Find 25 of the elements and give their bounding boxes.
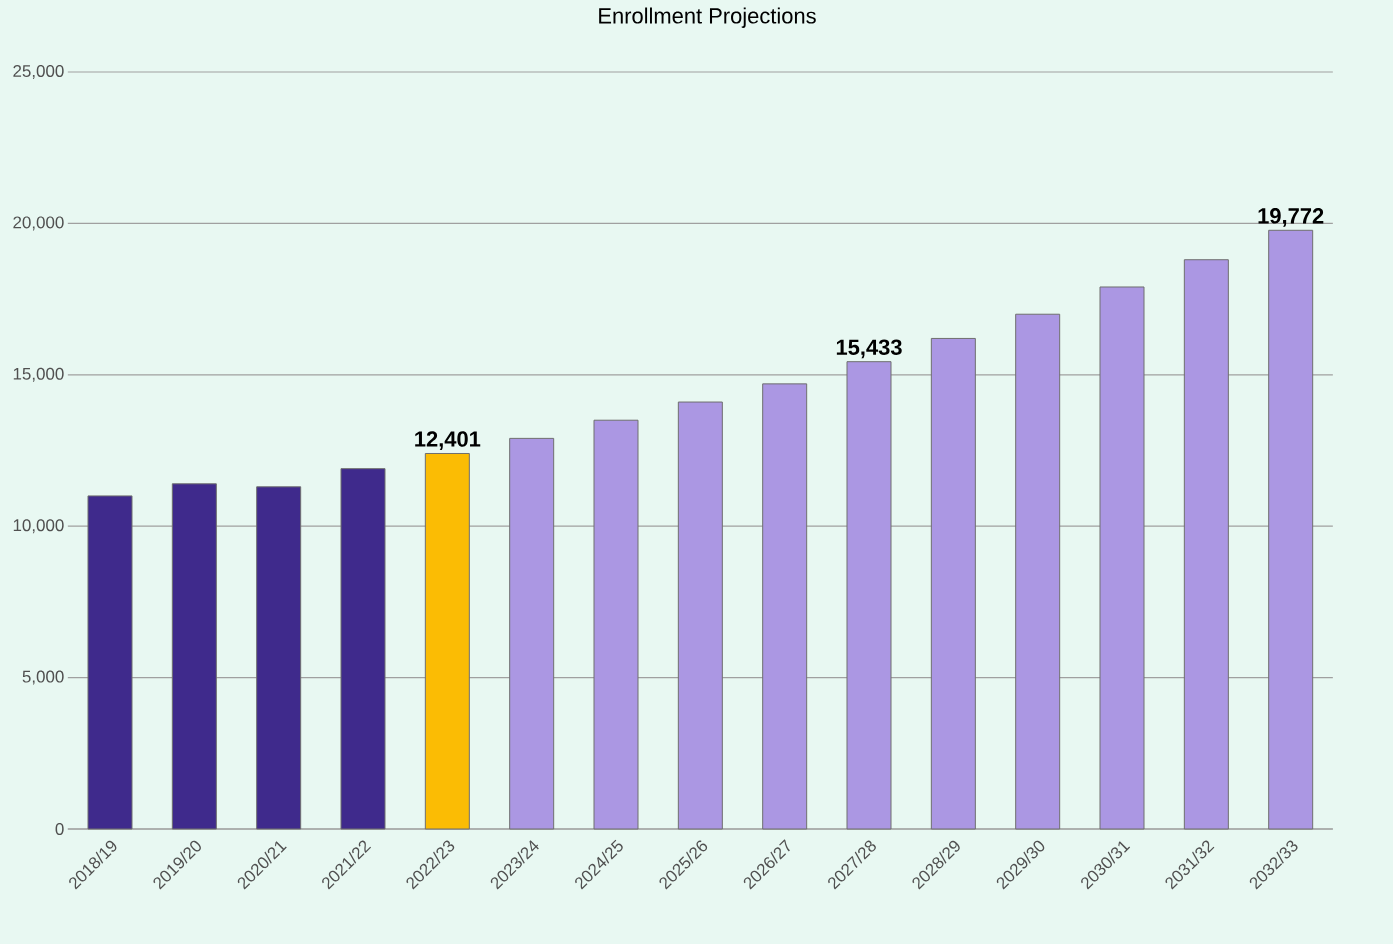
data-label: 15,433: [836, 339, 902, 359]
bar: [256, 486, 302, 830]
chart-title: Enrollment Projections: [599, 7, 816, 28]
bar: [677, 401, 723, 830]
bar: [509, 437, 555, 830]
bar: [1268, 229, 1314, 830]
bar: [171, 483, 217, 830]
y-tick-label: 25,000: [13, 64, 64, 79]
y-tick-label: 5,000: [22, 670, 64, 685]
bar: [1183, 259, 1229, 830]
y-tick-label: 15,000: [13, 367, 64, 382]
bar: [762, 383, 808, 830]
y-tick-label: 10,000: [13, 519, 64, 534]
data-label: 19,772: [1258, 208, 1324, 227]
bar: [846, 361, 892, 830]
y-tick-label: 0: [55, 823, 64, 835]
bar: [593, 419, 639, 830]
bar: [930, 337, 976, 830]
bar: [1099, 286, 1145, 830]
data-label: 12,401: [415, 431, 481, 450]
bar: [87, 495, 133, 830]
bar: [1015, 313, 1061, 830]
bar: [424, 452, 470, 830]
y-tick-label: 20,000: [13, 216, 64, 231]
bar: [340, 468, 386, 830]
